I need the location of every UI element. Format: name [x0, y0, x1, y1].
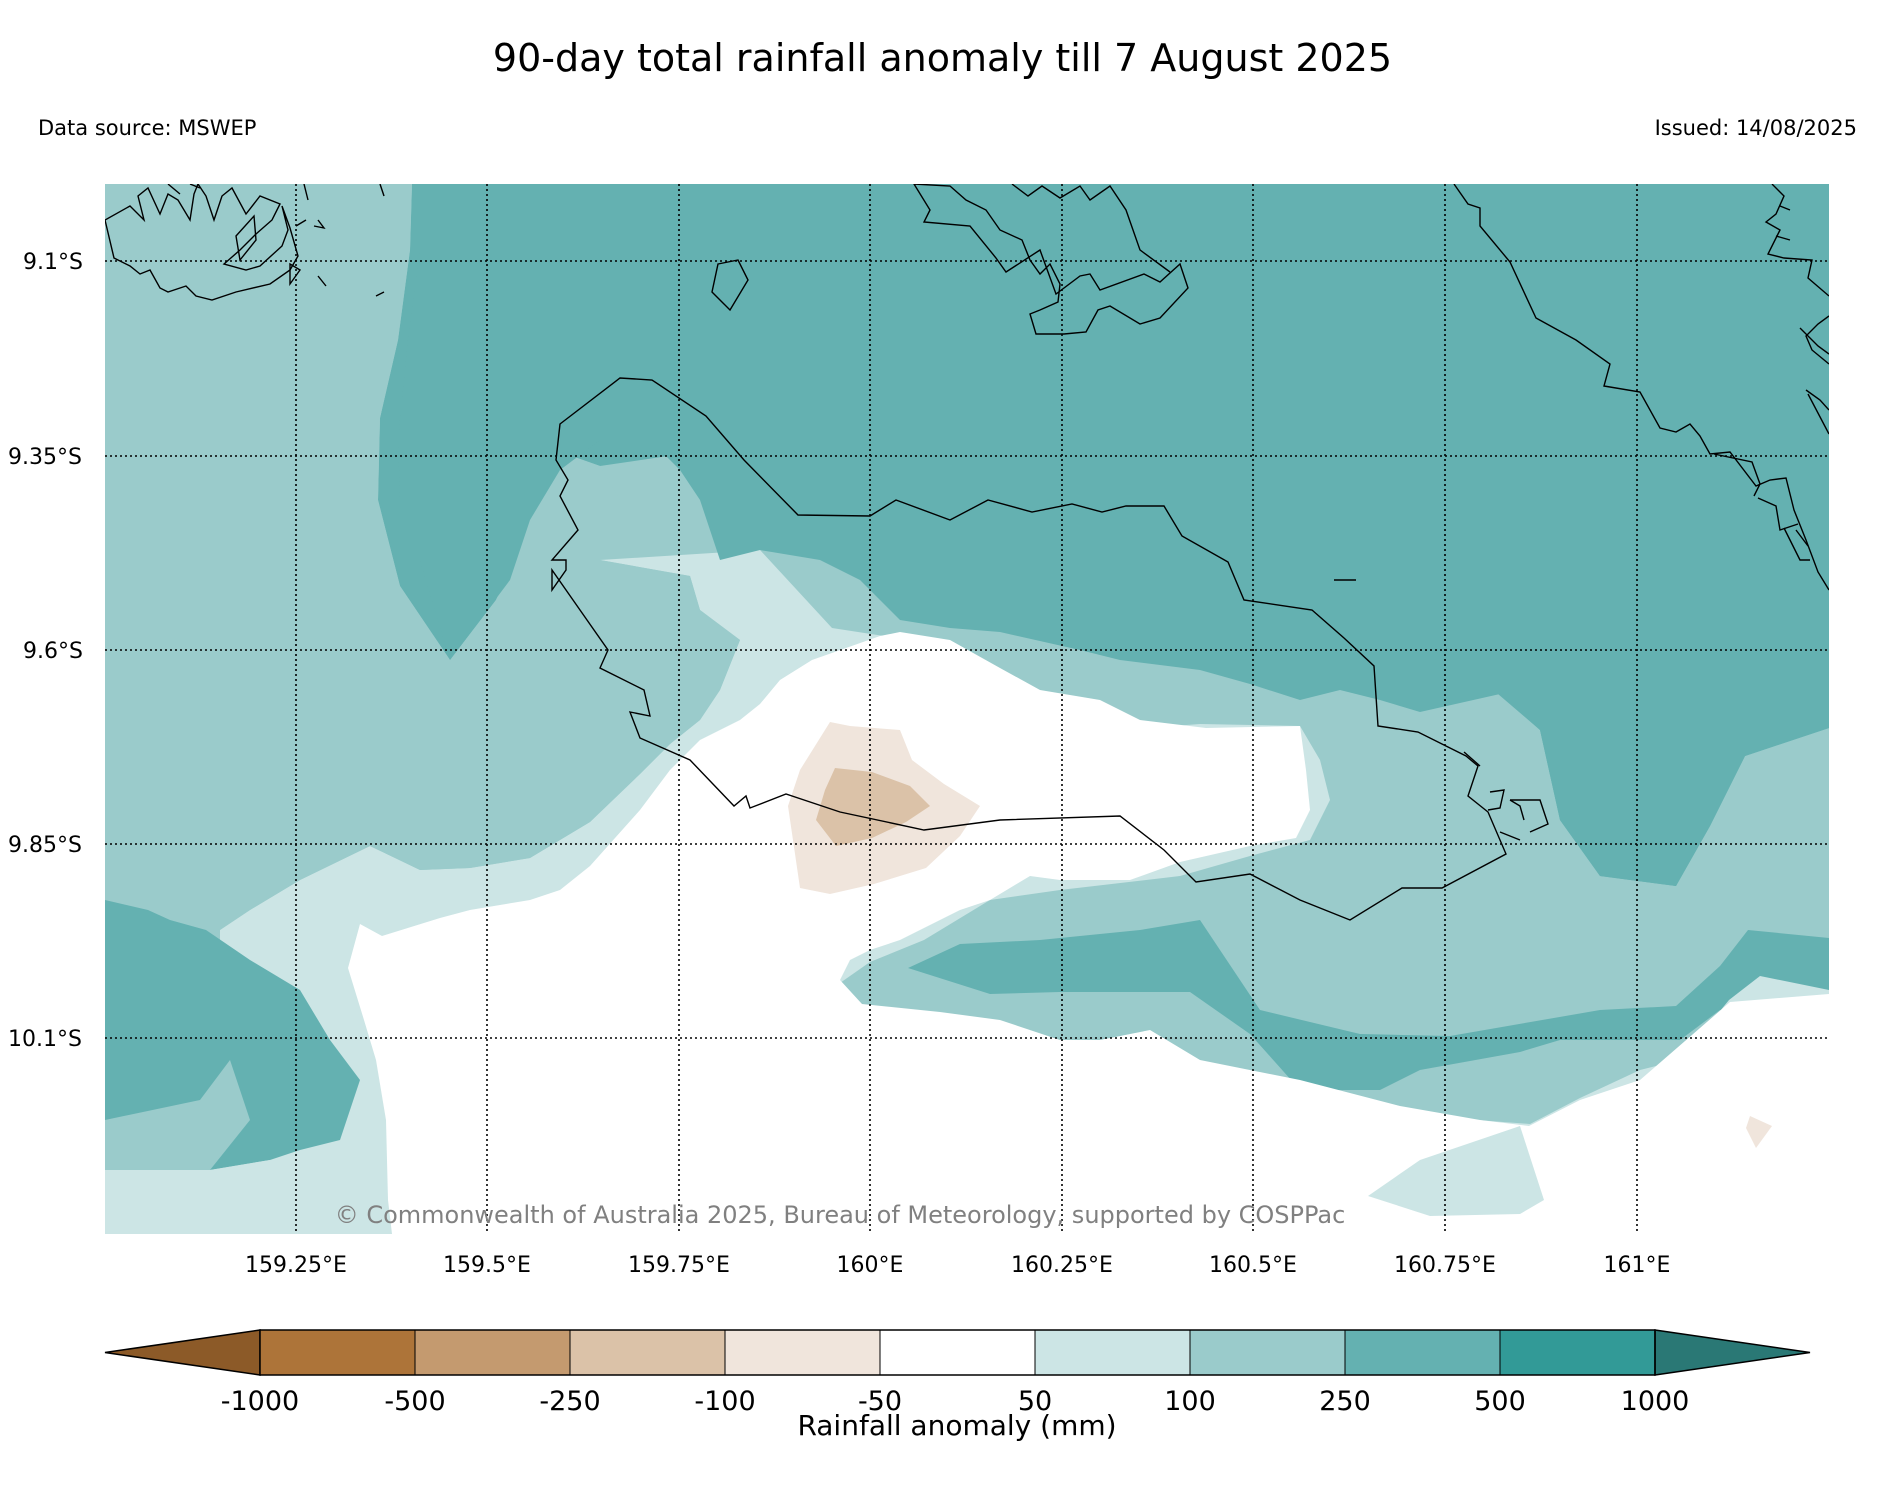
contour-250-500-south	[908, 920, 1829, 1090]
lat-label-10-1: 10.1°S	[8, 1027, 82, 1052]
colorbar-tick-label: -100	[694, 1386, 755, 1417]
lon-label-160-75: 160.75°E	[1394, 1253, 1496, 1278]
colorbar-extend-low	[104, 1329, 261, 1376]
colorbar: -1000 -500 -250 -100 -50 50 100 250 500 1000	[104, 1329, 1811, 1417]
issued-date-label: Issued: 14/08/2025	[1654, 116, 1857, 140]
colorbar-tick-label: -500	[384, 1386, 445, 1417]
colorbar-tick-label: 50	[1018, 1386, 1052, 1417]
lon-label-159-25: 159.25°E	[245, 1253, 347, 1278]
lon-label-159-5: 159.5°E	[443, 1253, 531, 1278]
colorbar-bin--1000_-500	[259, 1329, 416, 1376]
lat-label-9-35: 9.35°S	[8, 445, 82, 470]
lat-label-9-1: 9.1°S	[23, 250, 83, 275]
longitude-labels: 159.25°E 159.5°E 159.75°E 160°E 160.25°E…	[245, 1253, 1670, 1278]
colorbar-bin-50_100	[1034, 1329, 1191, 1376]
data-source-label: Data source: MSWEP	[38, 116, 257, 140]
lon-label-160: 160°E	[837, 1253, 904, 1278]
colorbar-bin--100_-50	[724, 1329, 881, 1376]
lon-label-159-75: 159.75°E	[628, 1253, 730, 1278]
lon-label-160-5: 160.5°E	[1209, 1253, 1297, 1278]
colorbar-bin-100_250	[1189, 1329, 1346, 1376]
lon-label-161: 161°E	[1604, 1253, 1671, 1278]
colorbar-tick-label: 1000	[1621, 1386, 1690, 1417]
contour-250-500-west-lower	[105, 1060, 250, 1170]
colorbar-bin-500_1000	[1499, 1329, 1656, 1376]
contour-50-100-west-strip	[210, 1160, 310, 1234]
colorbar-tick-label: -250	[539, 1386, 600, 1417]
lon-label-160-25: 160.25°E	[1011, 1253, 1113, 1278]
contour-50-100-south-patch	[1368, 1126, 1544, 1216]
colorbar-tick-label: 100	[1164, 1386, 1216, 1417]
contour-minus250-minus100	[816, 768, 930, 846]
colorbar-tick-label: -1000	[221, 1386, 299, 1417]
contour-minus100-minus50-se	[1746, 1116, 1772, 1148]
colorbar-extend-high	[1654, 1329, 1811, 1376]
colorbar-bin-250_500	[1344, 1329, 1501, 1376]
contour-250-500-west-lobe	[398, 184, 1829, 886]
colorbar-label: Rainfall anomaly (mm)	[797, 1409, 1116, 1442]
latitude-labels: 9.1°S 9.35°S 9.6°S 9.85°S 10.1°S	[8, 250, 83, 1052]
contour-100-250-west	[105, 184, 740, 1140]
contour-neutral-zone	[348, 632, 1829, 1234]
graticule	[105, 184, 1829, 1234]
lat-label-9-6: 9.6°S	[23, 639, 83, 664]
colorbar-bin--50_50	[879, 1329, 1036, 1376]
lat-label-9-85: 9.85°S	[8, 833, 82, 858]
map-title: 90-day total rainfall anomaly till 7 Aug…	[492, 36, 1393, 80]
colorbar-tick-label: -50	[858, 1386, 902, 1417]
copyright-notice: © Commonwealth of Australia 2025, Bureau…	[335, 1201, 1346, 1229]
colorbar-bin--500_-250	[414, 1329, 571, 1376]
colorbar-tick-label: 500	[1474, 1386, 1526, 1417]
colorbar-tick-label: 250	[1319, 1386, 1371, 1417]
contour-250-500-west	[105, 900, 360, 1170]
colorbar-bin--250_-100	[569, 1329, 726, 1376]
map-area	[105, 184, 1829, 1234]
coastlines	[105, 184, 1829, 921]
